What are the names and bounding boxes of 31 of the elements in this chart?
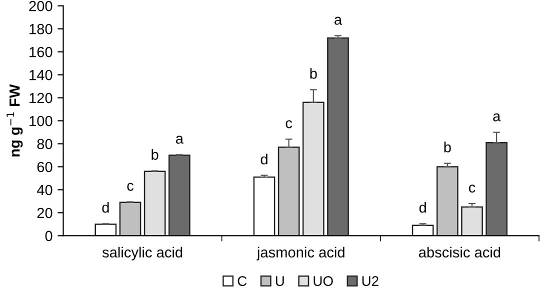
legend-label: C: [238, 276, 247, 286]
data-label: c: [286, 120, 292, 128]
y-axis-title: ng g$^{−1}$ FW: [6, 84, 23, 156]
y-tick-label: 100: [30, 116, 52, 126]
y-tick-label: 0: [45, 230, 52, 242]
legend-label: U2: [362, 276, 378, 286]
y-tick-label: 20: [37, 208, 52, 218]
data-label: c: [127, 182, 134, 191]
y-tick-label: 160: [30, 46, 52, 58]
y-tick-label: 140: [30, 70, 52, 80]
legend-label: UO: [314, 276, 333, 286]
x-tick-label: salicylic acid: [102, 246, 182, 260]
data-label: a: [493, 113, 501, 122]
data-label: d: [419, 202, 426, 213]
data-label: a: [176, 136, 184, 144]
y-tick-label: 60: [37, 162, 52, 172]
x-tick-label: abscisic acid: [418, 246, 500, 258]
data-label: d: [260, 154, 268, 164]
y-tick-label: 180: [30, 24, 52, 34]
data-label: b: [152, 149, 158, 160]
y-tick-label: 200: [29, 0, 52, 12]
data-label: d: [102, 202, 109, 213]
x-tick-label: jasmonic acid: [256, 246, 344, 260]
data-label: b: [310, 68, 317, 79]
data-label: c: [468, 184, 476, 193]
y-tick-label: 80: [37, 138, 52, 150]
data-label: b: [444, 142, 451, 152]
y-tick-label: 120: [30, 92, 52, 104]
data-label: a: [334, 16, 342, 25]
legend-label: U: [276, 276, 284, 286]
y-tick-label: 40: [36, 184, 52, 196]
